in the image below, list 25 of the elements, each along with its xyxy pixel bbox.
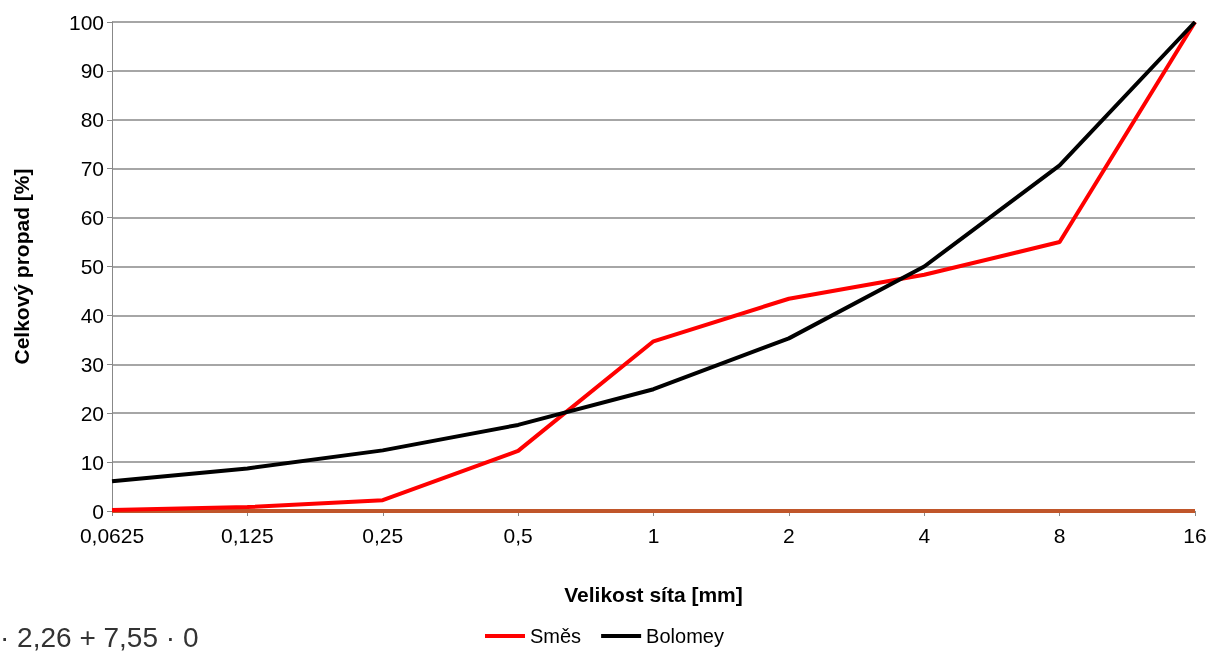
- y-axis-title: Celkový propad [%]: [10, 168, 33, 365]
- x-tick-label: 8: [1053, 524, 1066, 547]
- x-tick-label: 0,0625: [79, 524, 145, 547]
- x-tick-label: 2: [783, 524, 795, 547]
- legend-label: Bolomey: [646, 625, 724, 647]
- x-axis-title: Velikost síta [mm]: [564, 583, 743, 606]
- y-tick-label: 10: [80, 450, 104, 474]
- x-tick-label: 1: [647, 524, 660, 547]
- y-tick-label: 70: [80, 157, 104, 181]
- y-tick-label: 40: [80, 303, 104, 327]
- x-tick-label: 0,5: [503, 524, 533, 547]
- y-tick-label: 90: [80, 59, 104, 83]
- x-tick-label: 4: [918, 524, 931, 547]
- y-tick-label: 0: [92, 499, 104, 523]
- y-tick-label: 100: [68, 10, 104, 34]
- text: · 2,26 + 7,55 · 0: [0, 621, 199, 653]
- x-tick-label: 16: [1183, 524, 1207, 547]
- y-tick-label: 20: [80, 401, 104, 425]
- x-tick-label: 0,125: [221, 524, 274, 547]
- y-tick-label: 60: [80, 206, 104, 230]
- x-tick-label: 0,25: [362, 524, 404, 547]
- y-tick-label: 30: [80, 352, 104, 376]
- y-tick-label: 50: [80, 255, 104, 278]
- y-tick-label: 80: [80, 108, 104, 132]
- legend-label: Směs: [530, 625, 582, 647]
